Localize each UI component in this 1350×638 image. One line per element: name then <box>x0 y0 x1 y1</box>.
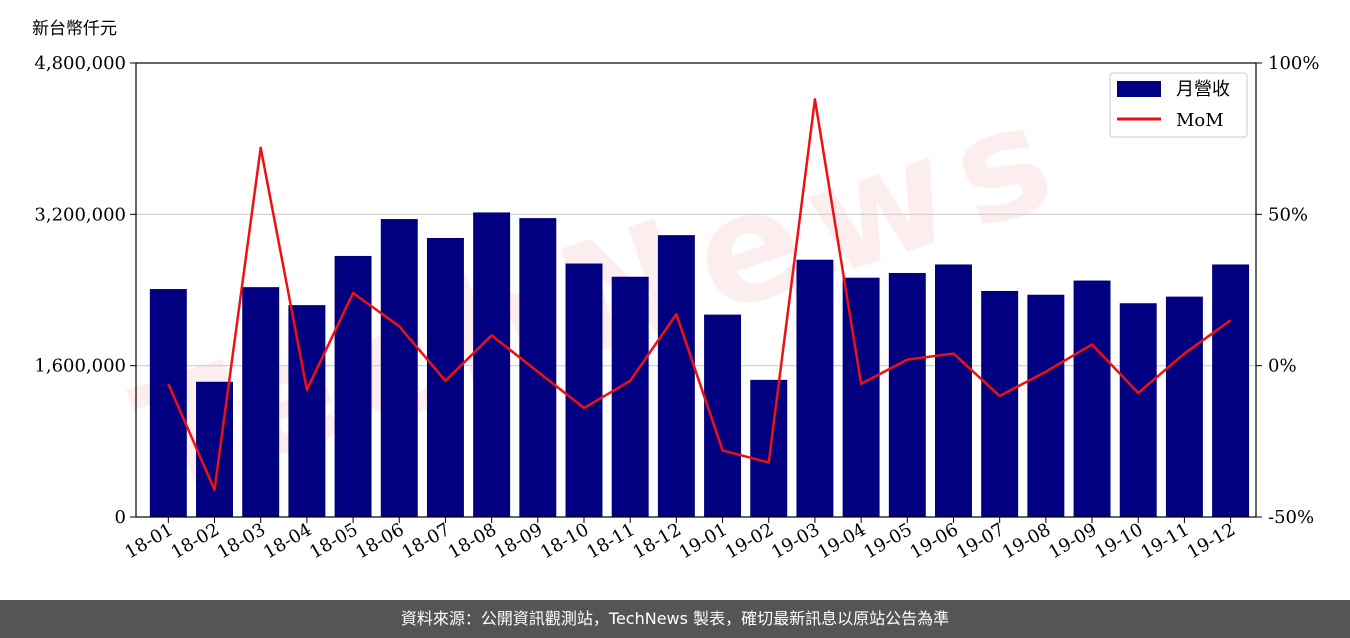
mom-series-line <box>167 98 1232 492</box>
x-tick-label: 18-09 <box>491 519 546 563</box>
revenue-bar <box>380 219 418 517</box>
revenue-bar <box>149 289 187 517</box>
x-tick-label: 19-02 <box>722 519 777 563</box>
x-tick-label: 19-11 <box>1137 519 1192 563</box>
x-tick-label: 18-06 <box>352 519 407 563</box>
legend: 月營收 MoM <box>1109 72 1248 138</box>
left-tick-label: 3,200,000 <box>34 204 126 225</box>
revenue-bar <box>888 272 926 517</box>
revenue-mom-chart: 0 1,600,000 3,200,000 4,800,000 -50% 0% 50% 10… <box>34 53 1319 563</box>
x-tick-label: 18-11 <box>583 519 638 563</box>
x-tick-label: 19-09 <box>1045 519 1100 563</box>
right-tick-label: 100% <box>1268 53 1319 74</box>
right-tick-label: 50% <box>1268 204 1308 225</box>
x-tick-label: 18-03 <box>214 519 269 563</box>
plot-frame <box>135 62 1257 518</box>
left-axis: 0 1,600,000 3,200,000 4,800,000 <box>34 53 136 528</box>
revenue-bar <box>750 379 788 517</box>
x-tick-label: 18-04 <box>260 519 315 563</box>
left-tick-label: 0 <box>115 507 126 528</box>
x-tick-label: 18-01 <box>121 519 176 563</box>
revenue-bar <box>842 277 880 517</box>
x-tick-label: 19-06 <box>907 519 962 563</box>
left-tick-label: 4,800,000 <box>34 53 126 74</box>
x-axis: 18-0118-0218-0318-0418-0518-0618-0718-08… <box>121 517 1239 563</box>
legend-bar-swatch <box>1117 81 1161 97</box>
revenue-bar <box>288 305 326 517</box>
revenue-bar <box>334 255 372 517</box>
x-tick-label: 19-07 <box>953 519 1008 563</box>
revenue-bar <box>935 264 972 517</box>
x-tick-label: 19-05 <box>860 519 915 563</box>
revenue-bar <box>611 276 649 517</box>
revenue-bar <box>796 259 834 517</box>
revenue-bar <box>242 287 280 517</box>
x-tick-label: 19-04 <box>814 519 869 563</box>
x-tick-label: 18-05 <box>306 519 361 563</box>
revenue-bar <box>657 235 695 517</box>
x-tick-label: 19-08 <box>999 519 1054 563</box>
revenue-bar <box>1165 296 1203 517</box>
revenue-bar <box>519 218 557 517</box>
x-tick-label: 19-01 <box>676 519 731 563</box>
revenue-bar <box>565 263 603 517</box>
revenue-bar <box>1119 303 1157 517</box>
revenue-bar <box>981 290 1019 517</box>
x-tick-label: 19-10 <box>1091 519 1146 563</box>
revenue-bar <box>1212 264 1250 517</box>
right-tick-label: 0% <box>1268 356 1297 377</box>
left-tick-label: 1,600,000 <box>34 356 126 377</box>
x-tick-label: 19-12 <box>1184 519 1239 563</box>
revenue-bars <box>149 212 1250 518</box>
legend-bar-label: 月營收 <box>1176 79 1230 100</box>
revenue-bar <box>426 237 464 517</box>
revenue-bar <box>473 212 511 518</box>
revenue-bar <box>1073 280 1111 517</box>
x-tick-label: 18-07 <box>399 519 454 563</box>
x-tick-label: 18-08 <box>445 519 500 563</box>
unit-label: 新台幣仟元 <box>32 19 117 39</box>
x-tick-label: 18-10 <box>537 519 592 563</box>
x-tick-label: 18-02 <box>168 519 223 563</box>
x-tick-label: 19-03 <box>768 519 823 563</box>
legend-line-label: MoM <box>1176 110 1224 131</box>
footer-source-note: 資料來源：公開資訊觀測站，TechNews 製表，確切最新訊息以原站公告為準 <box>0 600 1350 638</box>
right-tick-label: -50% <box>1268 507 1314 528</box>
mom-line <box>167 98 1232 492</box>
x-tick-label: 18-12 <box>629 519 684 563</box>
right-axis: -50% 0% 50% 100% <box>1256 53 1319 528</box>
revenue-bar <box>1027 294 1065 517</box>
